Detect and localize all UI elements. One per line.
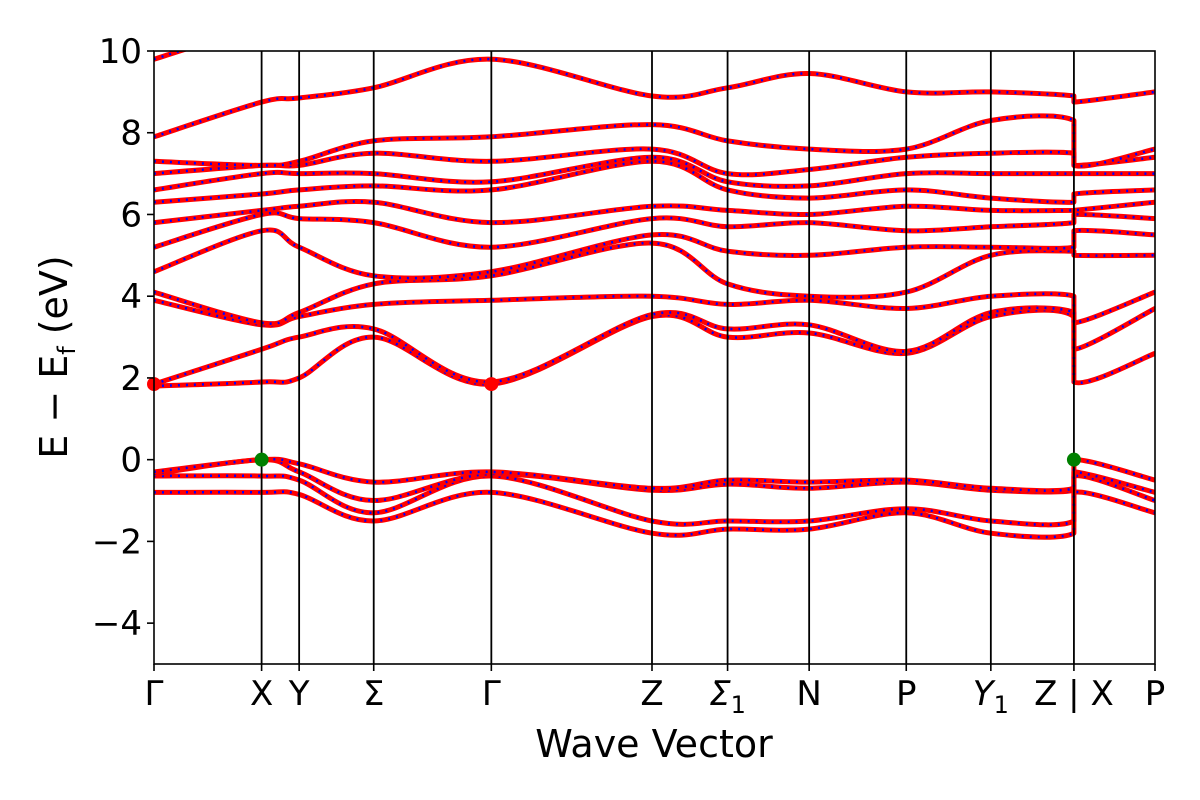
band-1-red (154, 473, 1155, 528)
y-tick-label-5: 6 (120, 195, 142, 235)
band-11-red (154, 158, 1155, 205)
band-9-blue (154, 211, 1155, 249)
plot-frame (153, 50, 1156, 665)
x-tick-label-6: Σ1 (709, 674, 746, 719)
band-16-blue (154, 51, 184, 61)
x-tick-label-2: Y (288, 674, 310, 714)
x-axis-ticks: Γ X Y Σ Γ Z Σ1 N P Y1 Z | X P (145, 664, 1166, 719)
band-15-blue (154, 57, 1155, 138)
x-tick-label-4: Γ (482, 674, 501, 714)
x-tick-label-5: Z (640, 674, 663, 714)
x-axis-title: Wave Vector (535, 722, 773, 766)
x-tick-label-1: X (250, 674, 273, 714)
y-tick-label-4: 4 (120, 277, 142, 317)
extremum-marker-2 (254, 452, 269, 467)
extrema-markers (147, 377, 1081, 467)
y-tick-label-0: −4 (92, 604, 142, 644)
x-tick-label-9: Y1 (973, 674, 1009, 719)
band-11-blue (154, 160, 1155, 204)
band-0-red (154, 489, 1155, 540)
y-axis-title: E − Ef (eV) (32, 255, 81, 459)
y-tick-label-6: 8 (120, 114, 142, 154)
extremum-marker-1 (484, 377, 499, 392)
extremum-marker-3 (1066, 452, 1081, 467)
y-axis-ticks: −4 −2 0 2 4 6 8 10 (92, 32, 154, 644)
x-tick-label-3: Σ (363, 674, 384, 714)
y-tick-label-3: 2 (120, 359, 142, 399)
kpoint-lines (260, 51, 1075, 664)
x-tick-subscript-6: 1 (731, 691, 746, 719)
x-tick-label-7: N (796, 674, 821, 714)
x-tick-subscript-9: 1 (994, 691, 1009, 719)
x-tick-label-0: Γ (145, 674, 164, 714)
x-tick-label-11: P (1145, 674, 1166, 714)
y-axis-title-unit: (eV) (32, 255, 76, 334)
x-tick-label-10: Z | X (1034, 674, 1114, 714)
y-axis-title-subscript: f (53, 346, 81, 355)
y-tick-label-2: 0 (120, 441, 142, 481)
x-tick-label-8: P (896, 674, 917, 714)
band-16-red (154, 51, 188, 62)
bands-layer (154, 51, 1155, 540)
y-axis-title-main: E − E (32, 355, 76, 459)
band-4-red (154, 307, 1155, 389)
y-tick-label-1: −2 (92, 522, 142, 562)
y-tick-label-7: 10 (99, 32, 142, 72)
